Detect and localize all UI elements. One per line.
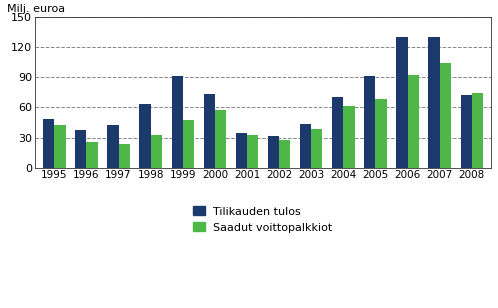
Bar [472, 93, 483, 168]
Bar [75, 131, 86, 168]
Bar [54, 125, 66, 168]
Bar [139, 104, 150, 168]
Bar [375, 99, 386, 168]
Bar [332, 97, 343, 168]
Bar [247, 135, 258, 168]
Bar [215, 111, 226, 168]
Bar [119, 144, 130, 168]
Bar [364, 76, 375, 168]
Bar [171, 76, 183, 168]
Bar [428, 37, 440, 168]
Bar [86, 142, 98, 168]
Bar [43, 120, 54, 168]
Y-axis label: Milj. euroa: Milj. euroa [7, 4, 65, 14]
Bar [396, 37, 407, 168]
Bar [343, 107, 355, 168]
Bar [183, 120, 194, 168]
Bar [236, 132, 247, 168]
Bar [279, 140, 290, 168]
Bar [407, 75, 419, 168]
Bar [300, 124, 311, 168]
Bar [150, 135, 162, 168]
Bar [440, 63, 451, 168]
Bar [107, 125, 119, 168]
Bar [204, 94, 215, 168]
Bar [461, 95, 472, 168]
Bar [311, 129, 322, 168]
Bar [268, 136, 279, 168]
Legend: Tilikauden tulos, Saadut voittopalkkiot: Tilikauden tulos, Saadut voittopalkkiot [193, 206, 333, 233]
